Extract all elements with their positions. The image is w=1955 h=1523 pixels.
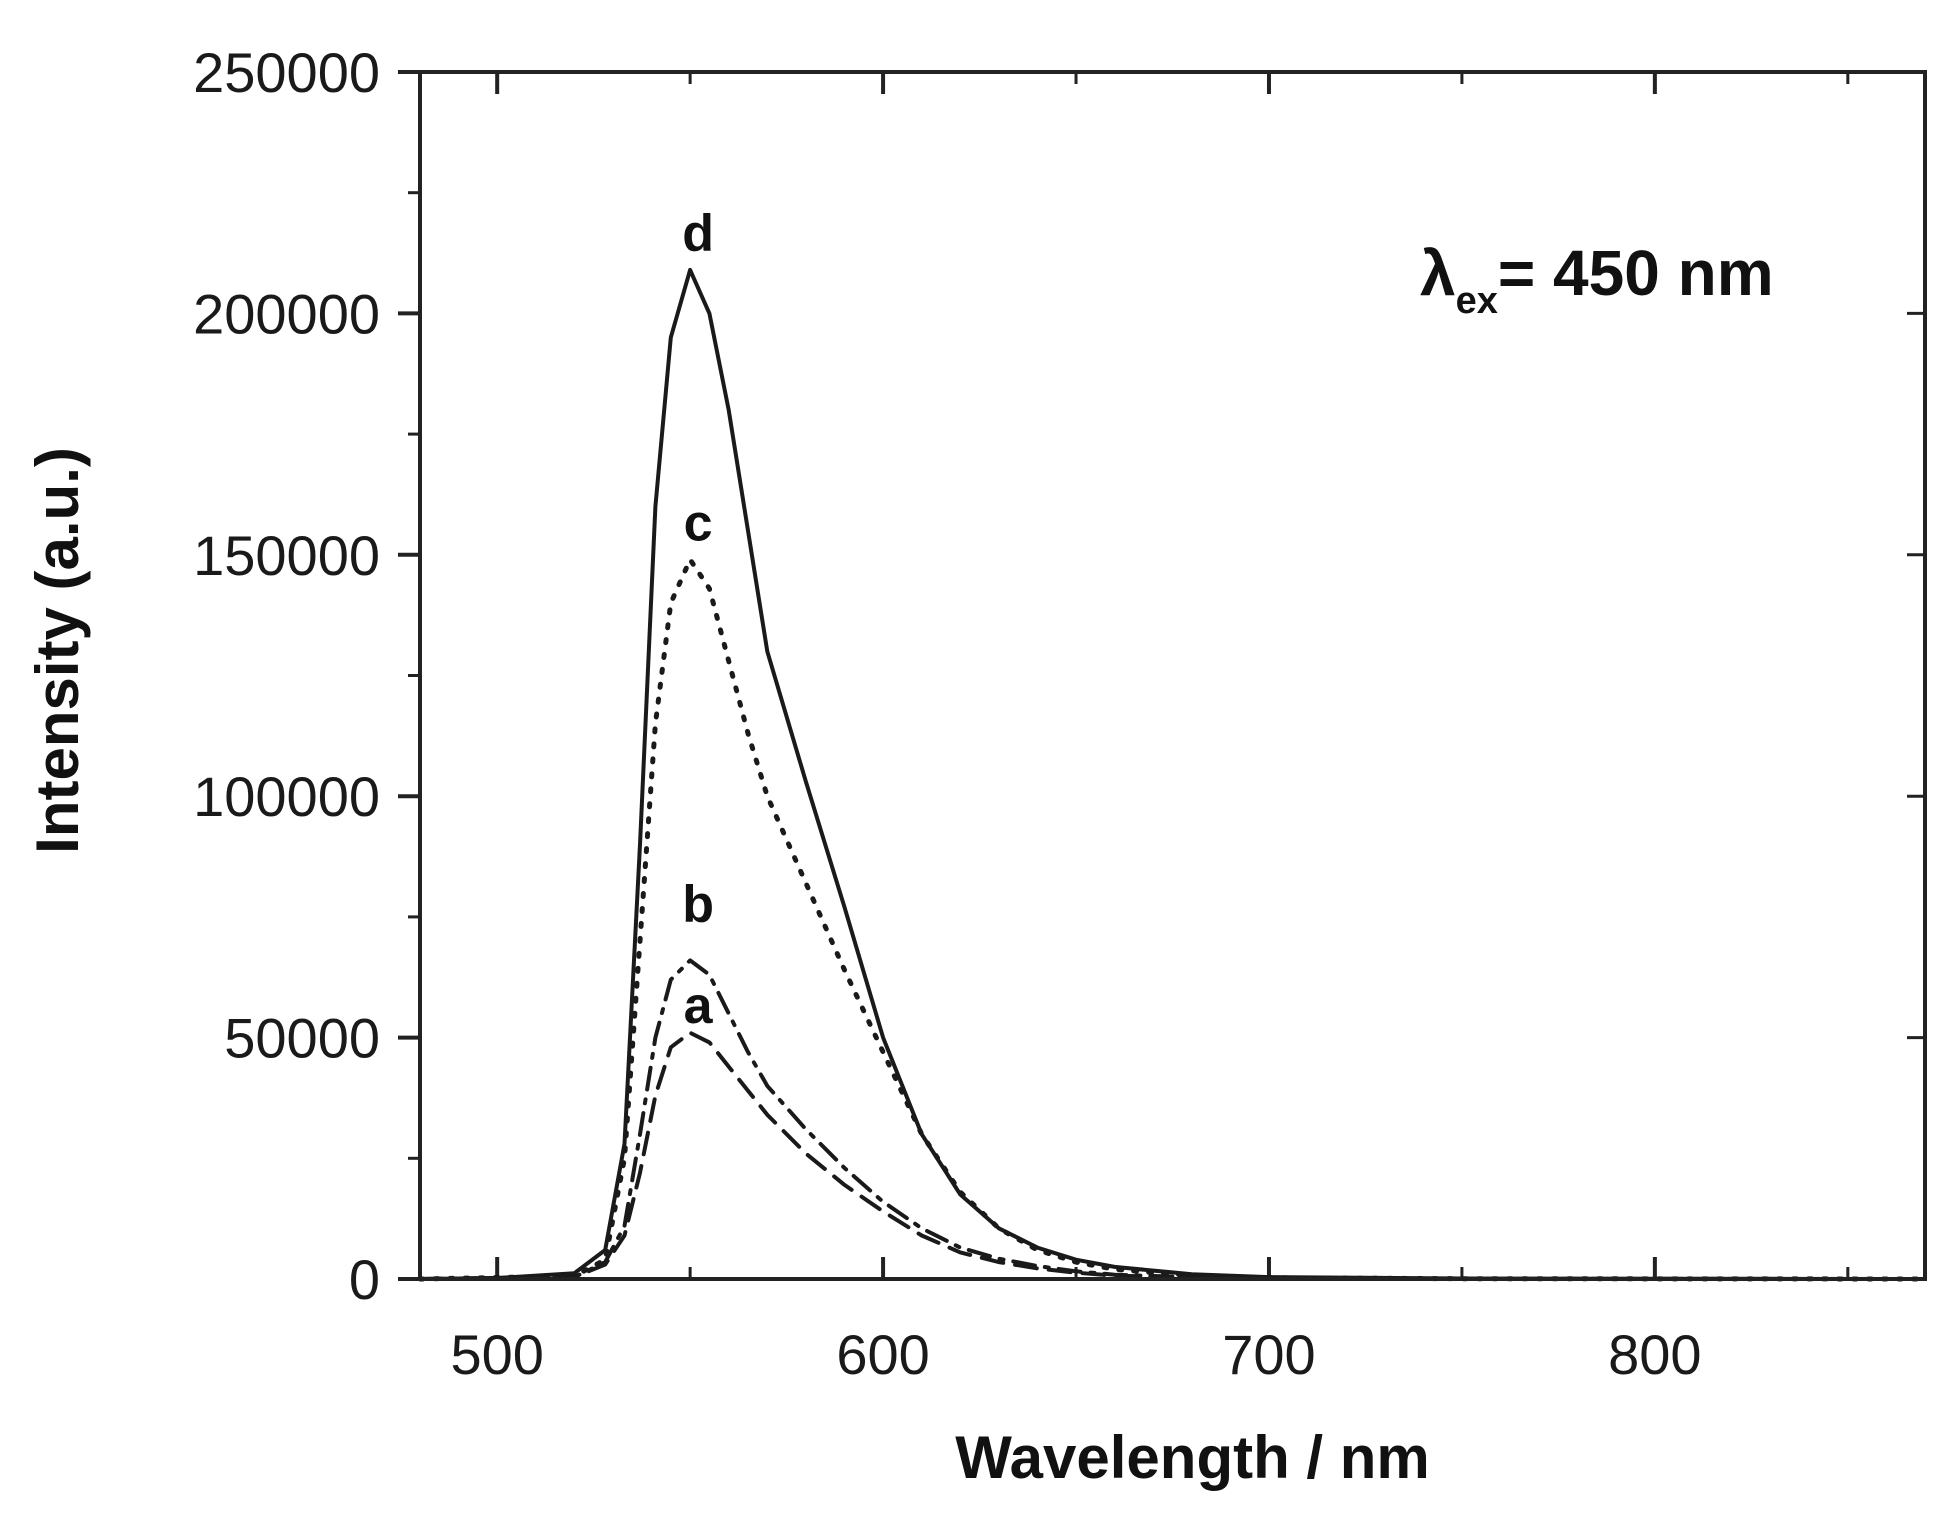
spectrum-curves xyxy=(417,267,1928,1282)
x-tick-labels: 500 600 700 800 xyxy=(450,1323,1701,1386)
y-tick-label-100000: 100000 xyxy=(193,765,380,828)
y-tick-label-200000: 200000 xyxy=(193,282,380,345)
series-a-label: a xyxy=(684,977,714,1035)
series-c-curve xyxy=(417,557,1928,1282)
series-c-label: c xyxy=(684,494,713,552)
x-tick-label-700: 700 xyxy=(1222,1323,1315,1386)
lambda-symbol: λ xyxy=(1420,237,1456,309)
curve-labels: ab c d xyxy=(682,205,714,1035)
series-b-curve xyxy=(418,958,1927,1281)
y-axis-title: Intensity (a.u.) xyxy=(24,447,91,854)
series-b-label: b xyxy=(682,876,714,934)
plot-frame xyxy=(418,70,1927,1281)
x-tick-label-600: 600 xyxy=(836,1323,929,1386)
y-tick-label-0: 0 xyxy=(349,1248,380,1311)
x-axis-title: Wavelength / nm xyxy=(955,1424,1430,1491)
annotation-value: = 450 nm xyxy=(1498,237,1774,309)
y-tick-label-50000: 50000 xyxy=(224,1007,380,1070)
series-a-curve xyxy=(418,1030,1927,1281)
x-tick-label-500: 500 xyxy=(450,1323,543,1386)
y-tick-label-250000: 250000 xyxy=(193,41,380,104)
excitation-wavelength-annotation: λex= 450 nm xyxy=(1420,237,1774,322)
y-tick-label-150000: 150000 xyxy=(193,524,380,587)
x-tick-label-800: 800 xyxy=(1608,1323,1701,1386)
y-tick-labels: 0 50000 100000 150000 200000 250000 xyxy=(193,41,380,1311)
series-d-label: d xyxy=(682,205,714,263)
lambda-subscript: ex xyxy=(1456,280,1498,322)
series-d-curve xyxy=(418,267,1927,1281)
